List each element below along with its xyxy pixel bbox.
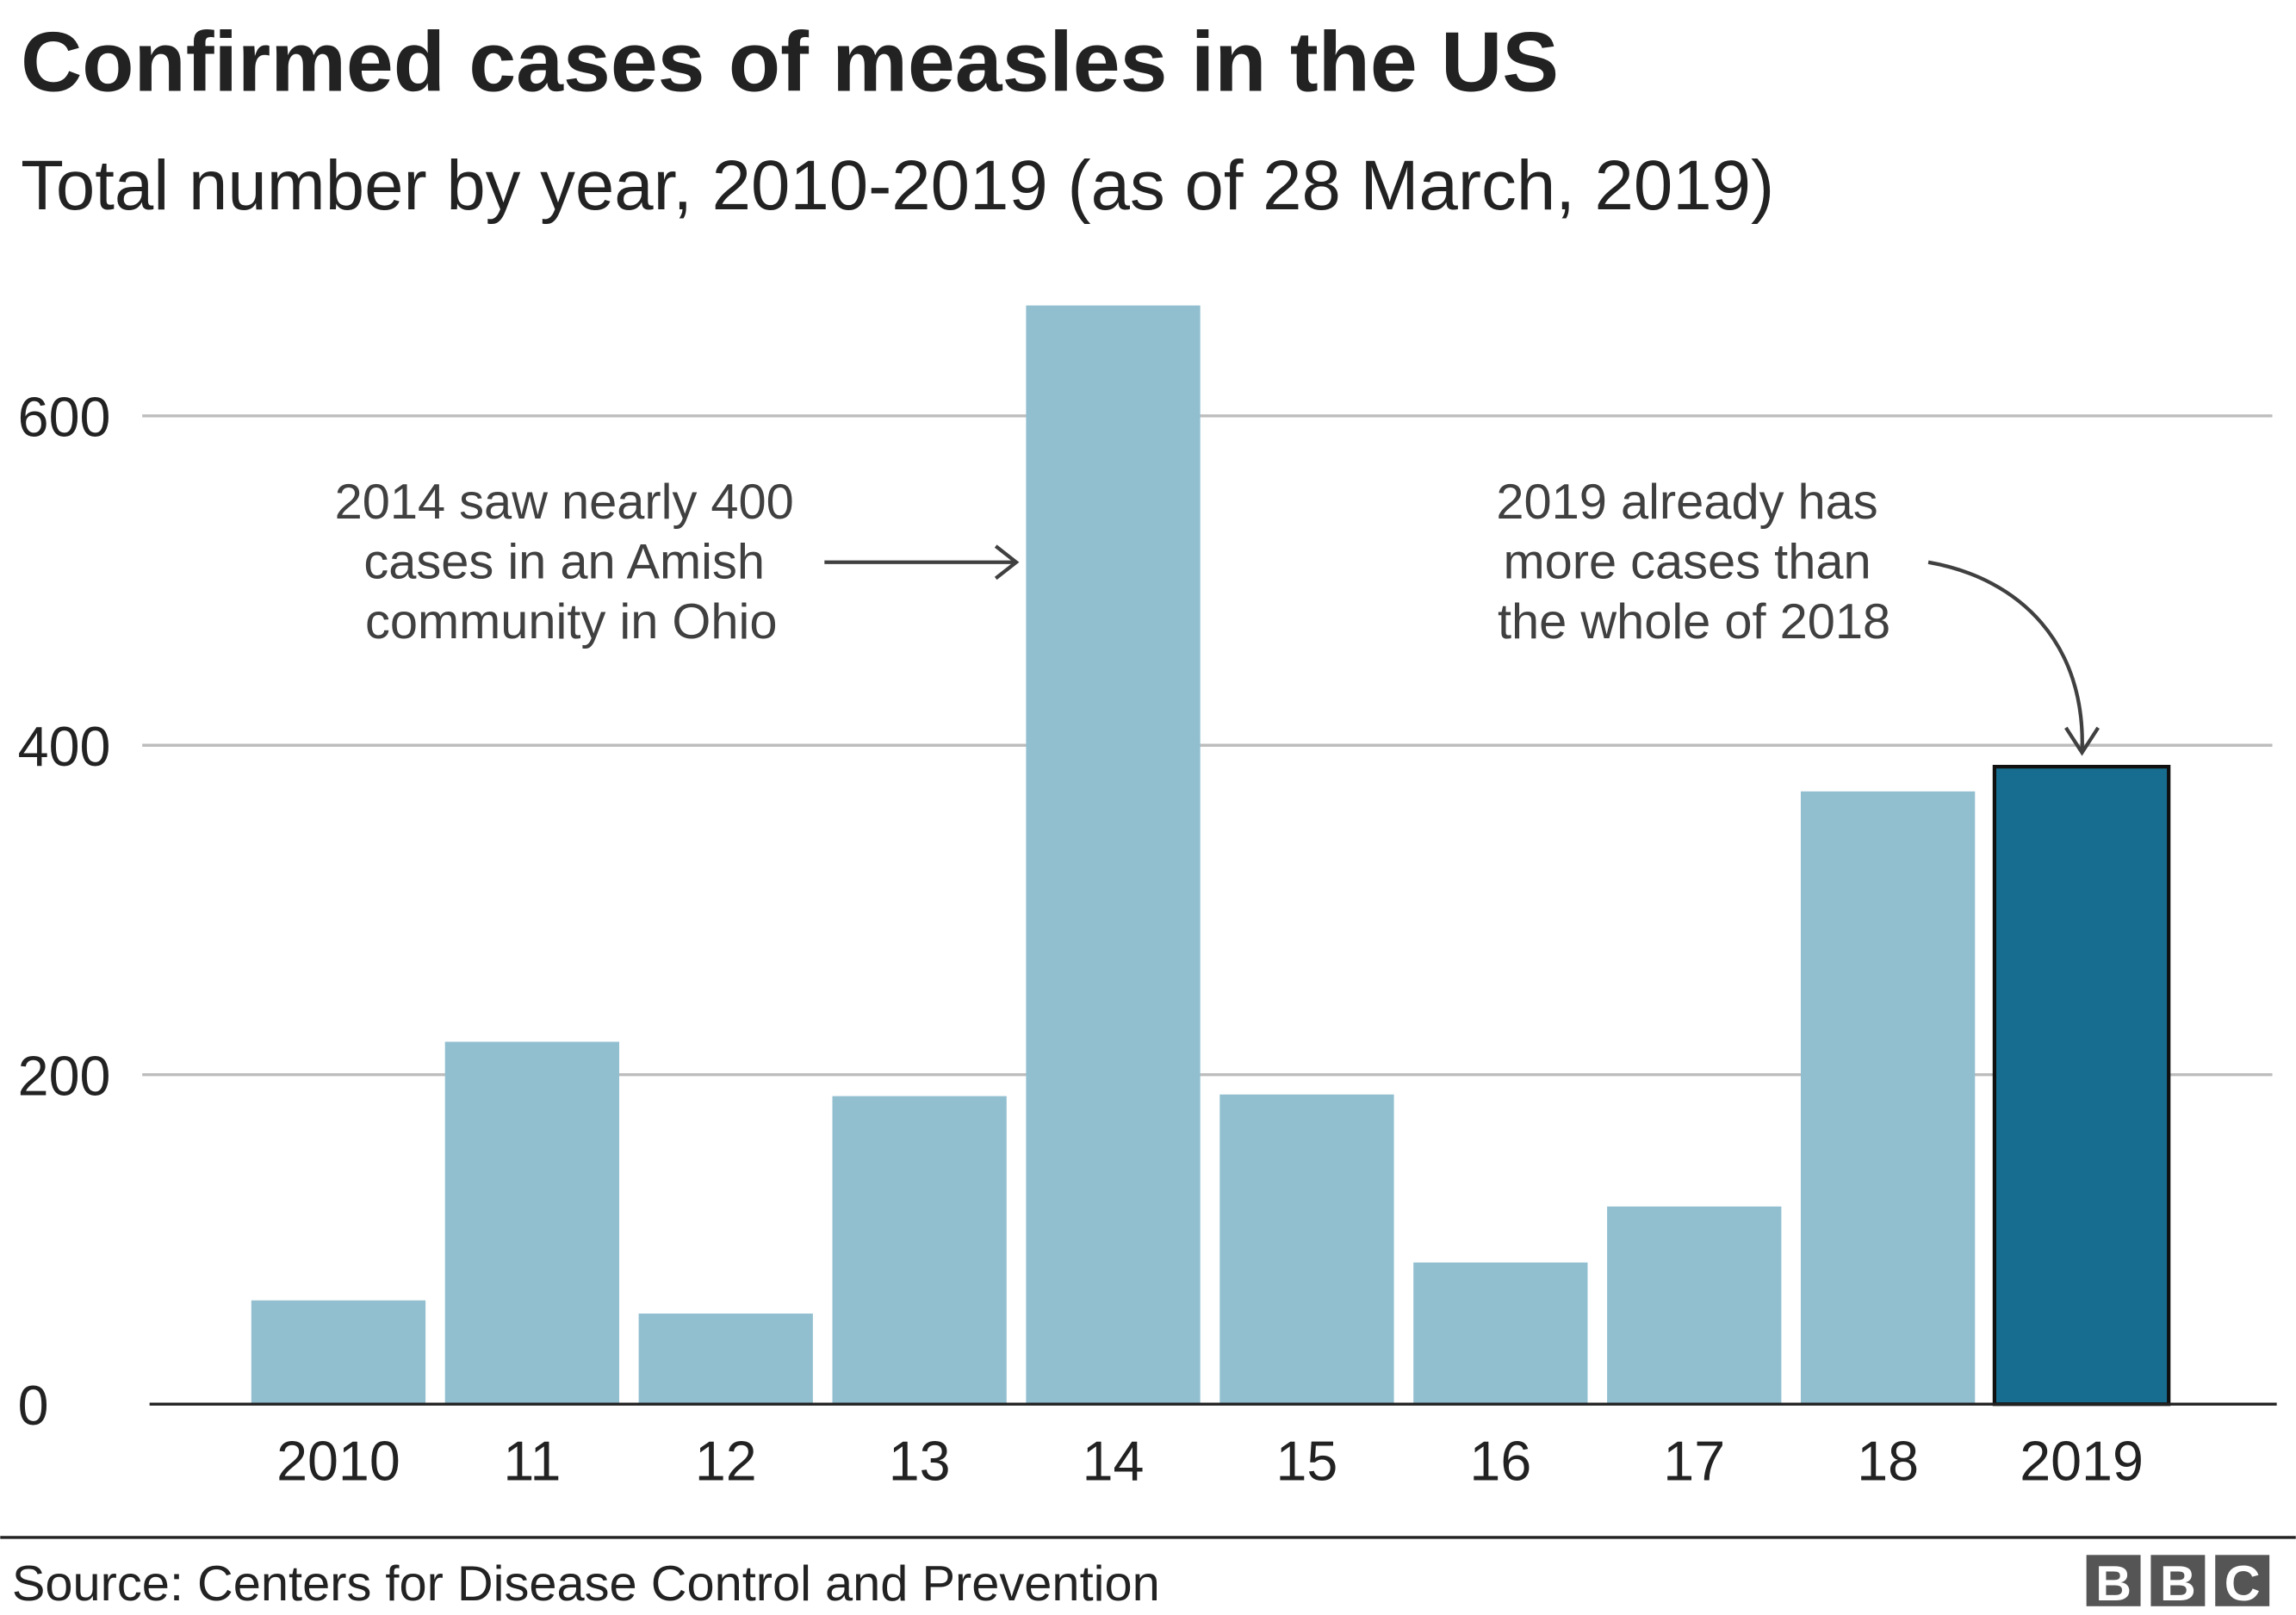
x-tick-label: 16 xyxy=(1469,1431,1531,1493)
x-tick-label: 2010 xyxy=(276,1431,400,1493)
annotation-text: 2014 saw nearly 400 cases in an Amish co… xyxy=(335,475,808,649)
bar-18 xyxy=(1800,791,1976,1405)
bar-16 xyxy=(1413,1262,1588,1405)
y-tick-label: 600 xyxy=(18,387,111,449)
x-tick-label: 2019 xyxy=(2020,1431,2144,1493)
bbc-logo: B B C xyxy=(2086,1555,2270,1612)
bar-12 xyxy=(638,1314,813,1405)
x-axis-labels: 2010 11 12 13 14 15 16 17 18 2019 xyxy=(276,1431,2144,1493)
y-axis-labels: 0 200 400 600 xyxy=(18,387,111,1437)
y-tick-label: 400 xyxy=(18,716,111,778)
x-tick-label: 15 xyxy=(1276,1431,1338,1493)
x-tick-label: 18 xyxy=(1857,1431,1919,1493)
annotation-2019: 2019 already has more cases than the who… xyxy=(1496,475,2101,756)
chart-subtitle: Total number by year, 2010-2019 (as of 2… xyxy=(21,146,1774,225)
annotation-text: 2019 already has more cases than the who… xyxy=(1496,475,1891,649)
bar-17 xyxy=(1607,1206,1782,1405)
x-tick-label: 17 xyxy=(1663,1431,1725,1493)
x-tick-label: 12 xyxy=(695,1431,757,1493)
x-tick-label: 11 xyxy=(503,1431,561,1493)
arrow-icon xyxy=(824,544,1020,581)
x-tick-label: 14 xyxy=(1083,1431,1145,1493)
curved-arrow-icon xyxy=(1927,560,2101,756)
bar-11 xyxy=(444,1041,619,1405)
bar-2010 xyxy=(251,1300,426,1405)
y-tick-label: 0 xyxy=(18,1375,49,1437)
svg-text:B: B xyxy=(2160,1556,2196,1612)
bar-13 xyxy=(832,1096,1007,1405)
y-tick-label: 200 xyxy=(18,1046,111,1108)
bars xyxy=(251,305,2171,1407)
svg-text:B: B xyxy=(2095,1556,2132,1612)
bar-14 xyxy=(1026,305,1201,1405)
x-tick-label: 13 xyxy=(889,1431,951,1493)
source-note: Source: Centers for Disease Control and … xyxy=(12,1556,1160,1612)
annotation-2014: 2014 saw nearly 400 cases in an Amish co… xyxy=(335,475,1020,649)
bar-2019 xyxy=(1992,764,2171,1407)
chart-title: Confirmed cases of measles in the US xyxy=(21,14,1559,109)
bar-15 xyxy=(1219,1094,1394,1405)
svg-text:C: C xyxy=(2225,1556,2261,1612)
